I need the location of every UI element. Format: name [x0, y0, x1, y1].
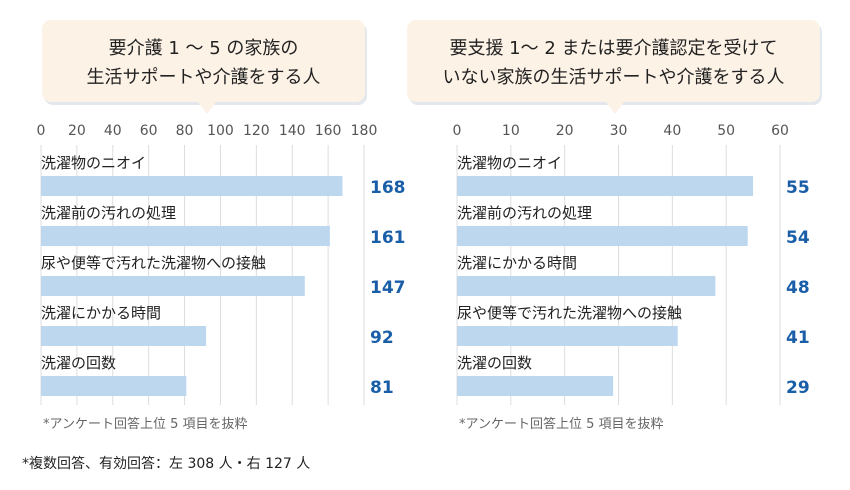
category-label: 洗濯前の汚れの処理	[457, 204, 592, 222]
value-label: 55	[786, 178, 810, 198]
value-label: 161	[370, 228, 406, 248]
bar	[457, 326, 678, 346]
x-tick-label: 160	[315, 123, 342, 139]
x-tick-label: 0	[37, 123, 46, 139]
bar	[457, 226, 748, 246]
bar	[41, 326, 207, 346]
callout-pointer	[198, 102, 216, 114]
chart-title-line: 要支援 1～ 2 または要介護認定を受けて	[449, 38, 777, 59]
category-label: 洗濯物のニオイ	[41, 154, 146, 172]
x-tick-label: 180	[351, 123, 378, 139]
callout-box	[42, 20, 365, 102]
x-tick-label: 120	[243, 123, 270, 139]
value-label: 54	[786, 228, 810, 248]
bar	[41, 176, 343, 196]
category-label: 洗濯物のニオイ	[457, 154, 562, 172]
x-tick-label: 140	[279, 123, 306, 139]
value-label: 41	[786, 328, 810, 348]
x-tick-label: 60	[140, 123, 158, 139]
category-label: 洗濯の回数	[41, 354, 116, 372]
x-tick-label: 10	[502, 123, 520, 139]
bar	[41, 226, 330, 246]
category-label: 洗濯前の汚れの処理	[41, 204, 176, 222]
callout-box	[407, 20, 820, 102]
bar	[457, 176, 754, 196]
value-label: 168	[370, 178, 406, 198]
bar	[41, 376, 187, 396]
x-tick-label: 50	[717, 123, 735, 139]
x-tick-label: 100	[207, 123, 234, 139]
chart-note: *アンケート回答上位 5 項目を抜粋	[43, 416, 248, 432]
value-label: 92	[370, 328, 394, 348]
x-tick-label: 40	[104, 123, 122, 139]
x-tick-label: 60	[771, 123, 789, 139]
value-label: 81	[370, 378, 394, 398]
x-tick-label: 20	[68, 123, 86, 139]
bar	[41, 276, 305, 296]
category-label: 洗濯にかかる時間	[457, 254, 577, 272]
chart-note: *アンケート回答上位 5 項目を抜粋	[459, 416, 664, 432]
category-label: 洗濯にかかる時間	[41, 304, 161, 322]
chart-title-line: 要介護 1 ～ 5 の家族の	[109, 38, 299, 59]
category-label: 尿や便等で汚れた洗濯物への接触	[41, 254, 266, 272]
x-tick-label: 0	[453, 123, 462, 139]
callout-pointer	[606, 102, 624, 114]
footnote: *複数回答、有効回答：左 308 人・右 127 人	[22, 456, 311, 472]
x-tick-label: 20	[556, 123, 574, 139]
x-tick-label: 40	[663, 123, 681, 139]
value-label: 29	[786, 378, 810, 398]
x-tick-label: 80	[176, 123, 194, 139]
bar	[457, 376, 614, 396]
bar	[457, 276, 716, 296]
chart-title-line: 生活サポートや介護をする人	[87, 67, 321, 88]
category-label: 洗濯の回数	[457, 354, 532, 372]
x-tick-label: 30	[610, 123, 628, 139]
value-label: 48	[786, 278, 810, 298]
chart-title-line: いない家族の生活サポートや介護をする人	[443, 67, 785, 88]
value-label: 147	[370, 278, 406, 298]
category-label: 尿や便等で汚れた洗濯物への接触	[457, 304, 682, 322]
